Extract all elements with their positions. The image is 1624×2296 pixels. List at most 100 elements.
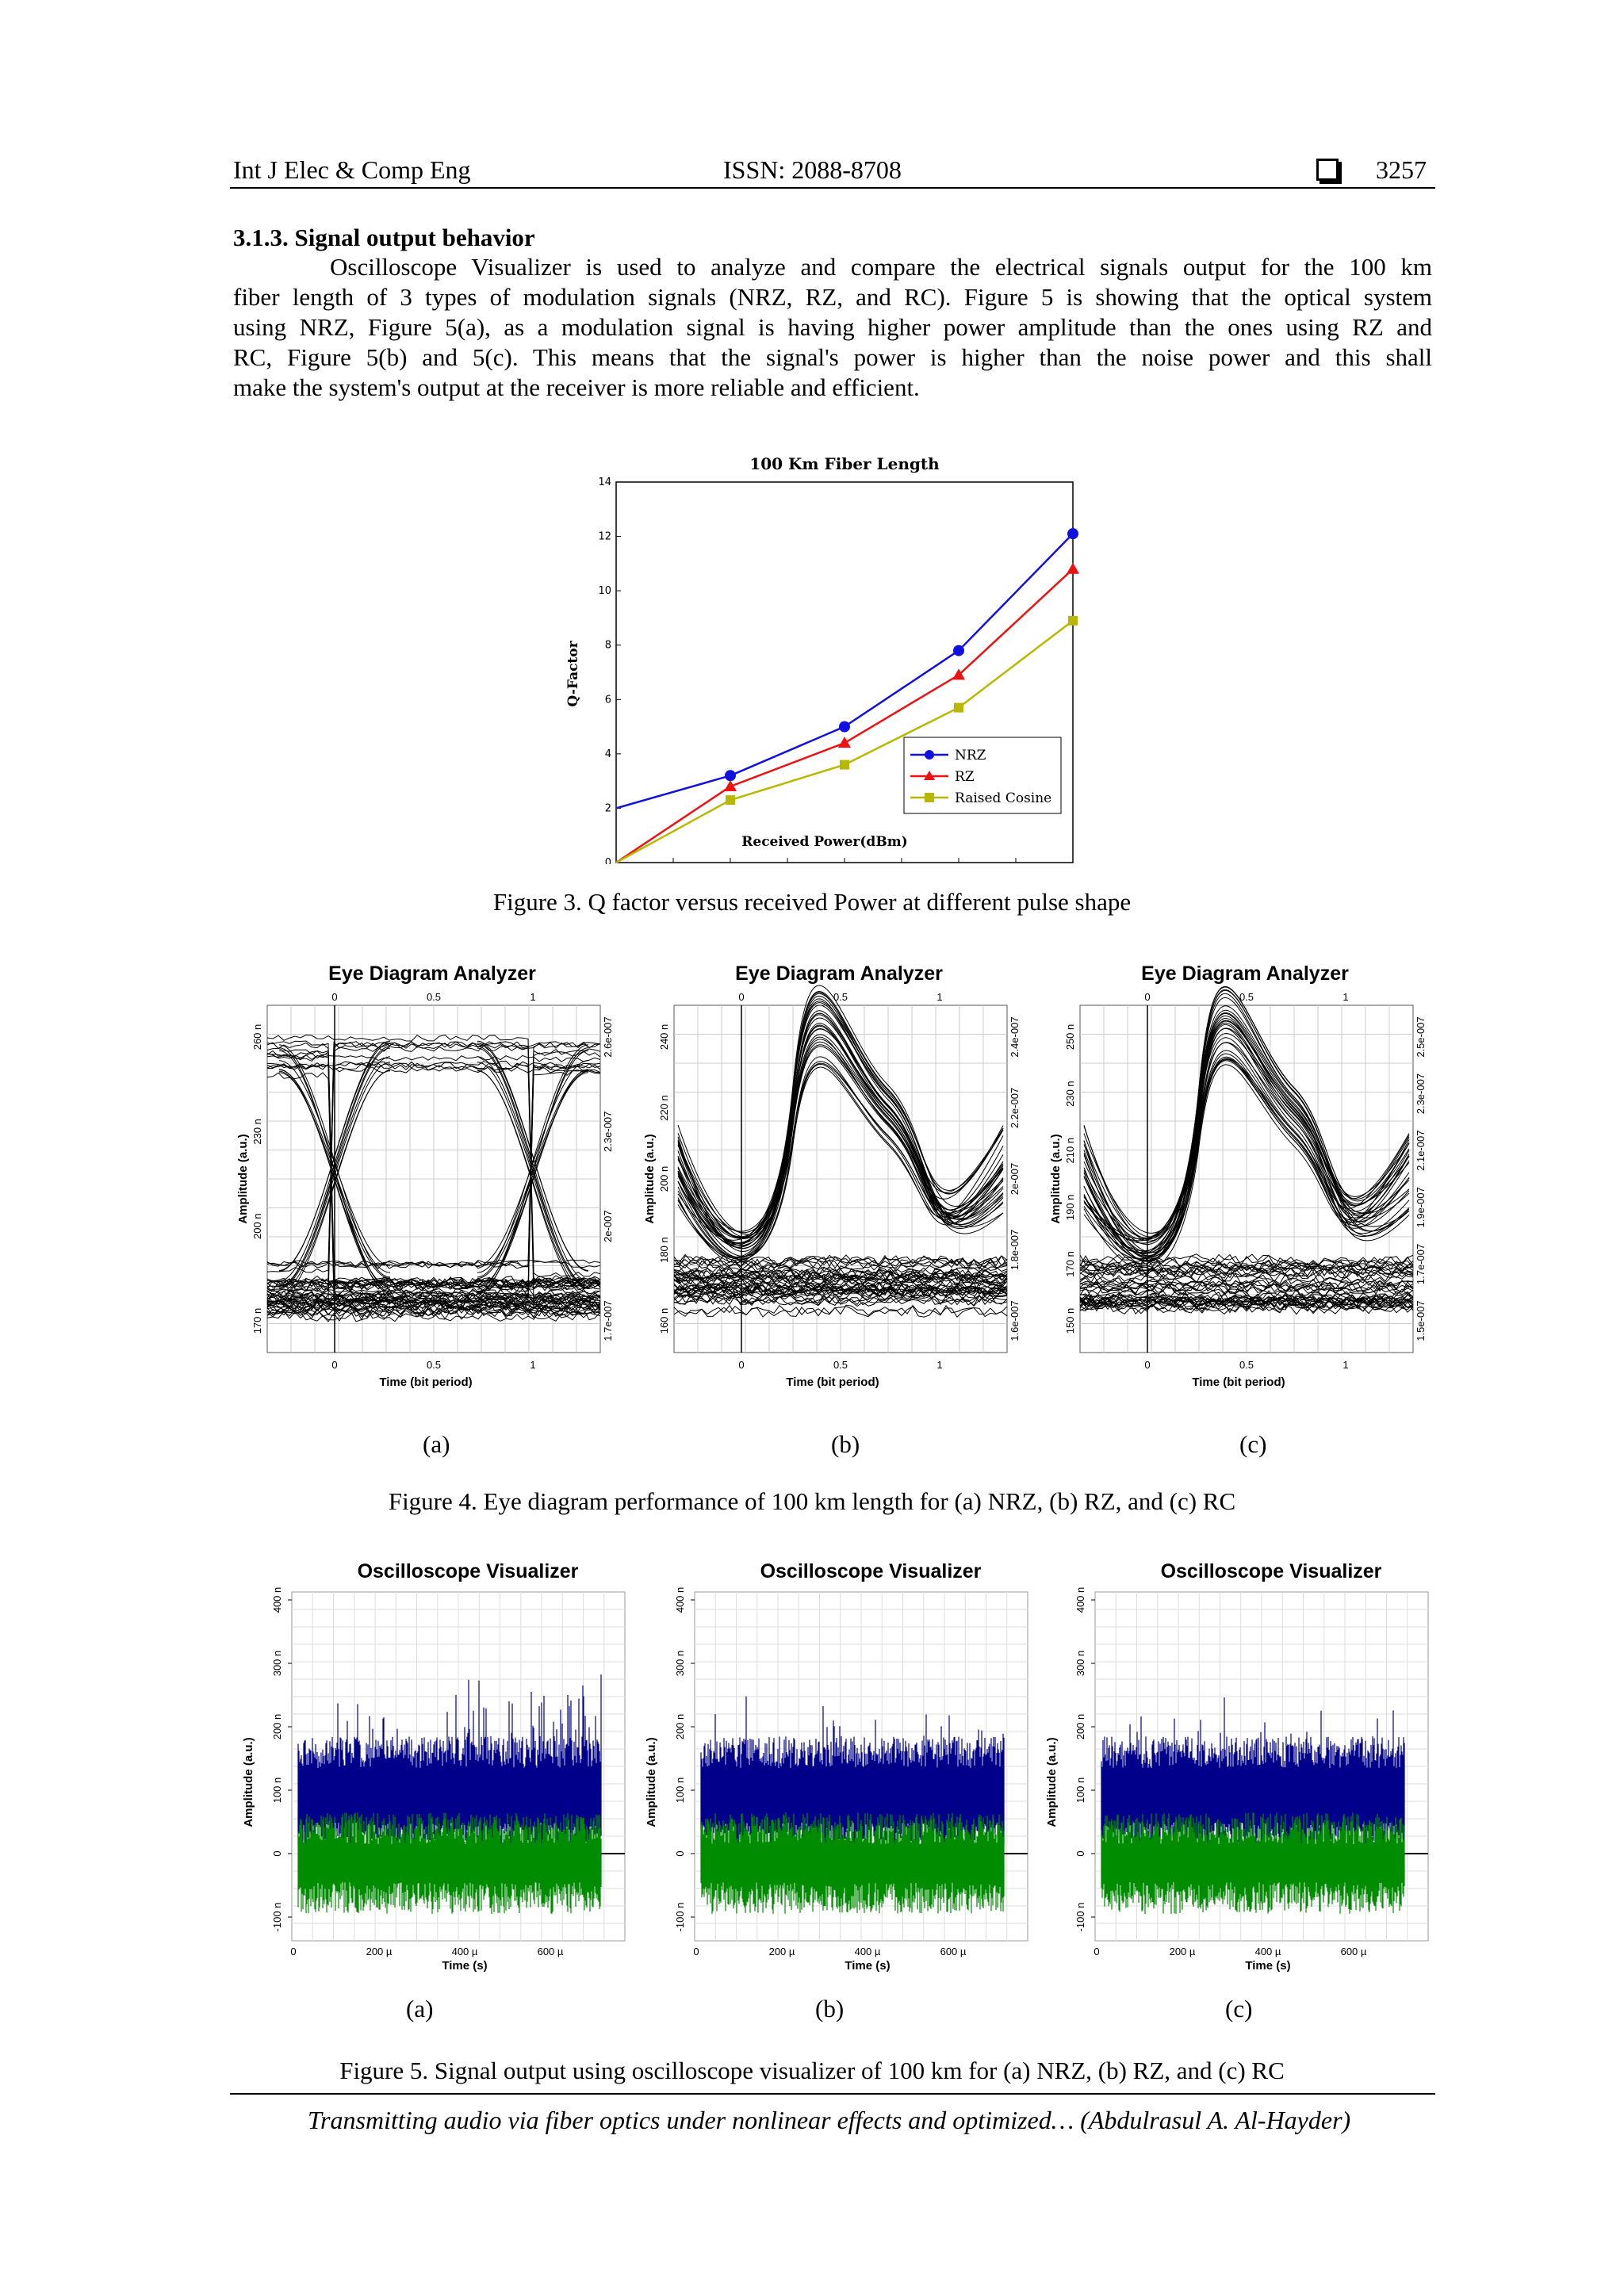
y-axis-label: Amplitude (a.u.) [236,1134,250,1223]
y-tick-label: 400 n [271,1587,283,1613]
y-tick-label: 300 n [1074,1651,1086,1677]
legend-marker [924,771,935,780]
subfigure-label: (b) [815,1995,845,2022]
y-axis-label: Amplitude (a.u.) [1049,1134,1063,1223]
y-tick-label: 200 n [1074,1714,1086,1740]
left-tick-label: 250 n [1064,1024,1076,1050]
x-tick-label: 0 [290,1946,296,1957]
right-tick-label: 1.7e-007 [602,1300,614,1341]
q-factor-chart: 100 Km Fiber Length -43-42-41-40-39-38-3… [565,454,1079,864]
x-tick-label: 200 µ [1170,1946,1196,1957]
x-axis-label: Time (s) [845,1959,890,1973]
y-tick-label: 100 n [271,1777,283,1804]
y-tick-label: 300 n [271,1651,283,1677]
footer-text: Transmitting audio via fiber optics unde… [308,2106,1351,2134]
right-tick-label: 2e-007 [1009,1163,1021,1195]
paragraph-line: fiber length of 3 types of modulation si… [233,283,1432,311]
y-tick-label: -100 n [674,1903,686,1932]
right-tick-label: 1.5e-007 [1415,1300,1427,1341]
right-tick-label: 2.2e-007 [1009,1088,1021,1128]
figure3-caption: Figure 3. Q factor versus received Power… [492,888,1132,916]
paragraph-line: using NRZ, Figure 5(a), as a modulation … [233,313,1432,341]
x-tick-label: 400 µ [855,1946,881,1957]
left-tick-label: 150 n [1064,1308,1076,1334]
top-x-tick-label: 0 [331,991,337,1003]
x-tick-label: 0 [693,1946,699,1957]
data-point [1068,615,1078,626]
x-tick-label: 200 µ [366,1946,393,1957]
y-tick-label: 200 n [674,1714,686,1740]
top-x-tick-label: 0.5 [1239,991,1254,1003]
signal-trace [297,1674,602,1846]
x-tick-label: 400 µ [1255,1946,1281,1957]
y-tick-label: 12 [598,531,611,543]
y-tick-label: 0 [674,1850,686,1856]
y-tick-label: 100 n [1074,1777,1086,1804]
eye-diagram-title: Eye Diagram Analyzer [735,962,943,985]
paragraph-line: RC, Figure 5(b) and 5(c). This means tha… [233,343,1432,371]
y-tick-label: 200 n [271,1714,283,1740]
noise-trace [700,1812,1005,1914]
x-tick-label: 200 µ [769,1946,795,1957]
data-point [840,760,849,770]
y-tick-label: 8 [605,640,611,652]
y-tick-label: 0 [1074,1850,1086,1856]
left-tick-label: 210 n [1064,1138,1076,1164]
data-point [952,668,965,680]
x-axis-label: Time (bit period) [379,1376,472,1389]
right-tick-label: 2.5e-007 [1415,1016,1427,1057]
signal-trace [700,1696,1005,1846]
x-tick-label: 0 [1144,1359,1150,1371]
paragraph-line: Oscilloscope Visualizer is used to analy… [330,253,1432,281]
right-tick-label: 1.7e-007 [1415,1244,1427,1284]
data-point [1067,562,1079,574]
top-x-tick-label: 0 [1144,991,1150,1003]
data-point [1067,528,1078,540]
y-axis-label: Q-Factor [565,640,581,706]
x-axis-label: Received Power(dBm) [741,834,908,850]
right-tick-label: 2.3e-007 [1415,1073,1427,1114]
left-tick-label: 180 n [658,1237,670,1263]
x-tick-label: 600 µ [940,1946,967,1957]
left-tick-label: 190 n [1064,1195,1076,1221]
y-axis-label: Amplitude (a.u.) [242,1737,255,1827]
top-x-tick-label: 1 [530,991,535,1003]
section-paragraph: Oscilloscope Visualizer is used to analy… [233,252,1432,403]
right-tick-label: 1.6e-007 [1009,1300,1021,1341]
y-tick-label: -100 n [271,1903,283,1932]
legend-label: NRZ [955,748,986,763]
footer-rule [230,2093,1435,2095]
data-point [839,721,850,733]
subfigure-label: (c) [1225,1995,1253,2022]
top-x-tick-label: 0.5 [427,991,441,1003]
x-tick-label: 1 [936,1359,942,1371]
legend-label: RZ [955,769,975,785]
right-tick-label: 2.6e-007 [602,1016,614,1057]
x-tick-label: 1 [1342,1359,1348,1371]
right-tick-label: 2.1e-007 [1415,1131,1427,1171]
top-x-tick-label: 0.5 [833,991,848,1003]
y-axis-label: Amplitude (a.u.) [1045,1737,1059,1827]
eye-traces [673,985,1008,1318]
top-x-tick-label: 1 [936,991,942,1003]
subfigure-label: (b) [831,1430,860,1458]
left-tick-label: 200 n [251,1213,263,1239]
journal-name: Int J Elec & Comp Eng [233,155,471,184]
right-tick-label: 2.4e-007 [1009,1016,1021,1057]
y-tick-label: 400 n [674,1587,686,1613]
y-tick-label: 400 n [1074,1587,1086,1613]
right-tick-label: 1.9e-007 [1415,1187,1427,1227]
x-axis-label: Time (s) [442,1959,487,1973]
left-tick-label: 230 n [251,1119,263,1145]
chart-legend: NRZ RZ Raised Cosine [903,737,1062,814]
page-box-icon [1316,159,1339,181]
y-tick-label: 14 [598,476,611,488]
x-axis-label: Time (s) [1245,1959,1290,1973]
x-tick-label: 0 [738,1359,744,1371]
paragraph-line: make the system's output at the receiver… [233,373,920,401]
eye-diagram-b: Eye Diagram Analyzer 0 0 0.5 0.5 1 1 Time (bit … [643,962,1021,1389]
y-tick-label: 10 [598,585,611,597]
subfigure-label: (a) [423,1430,450,1458]
series-line-rz [615,568,1074,864]
eye-diagram-title: Eye Diagram Analyzer [328,962,536,985]
